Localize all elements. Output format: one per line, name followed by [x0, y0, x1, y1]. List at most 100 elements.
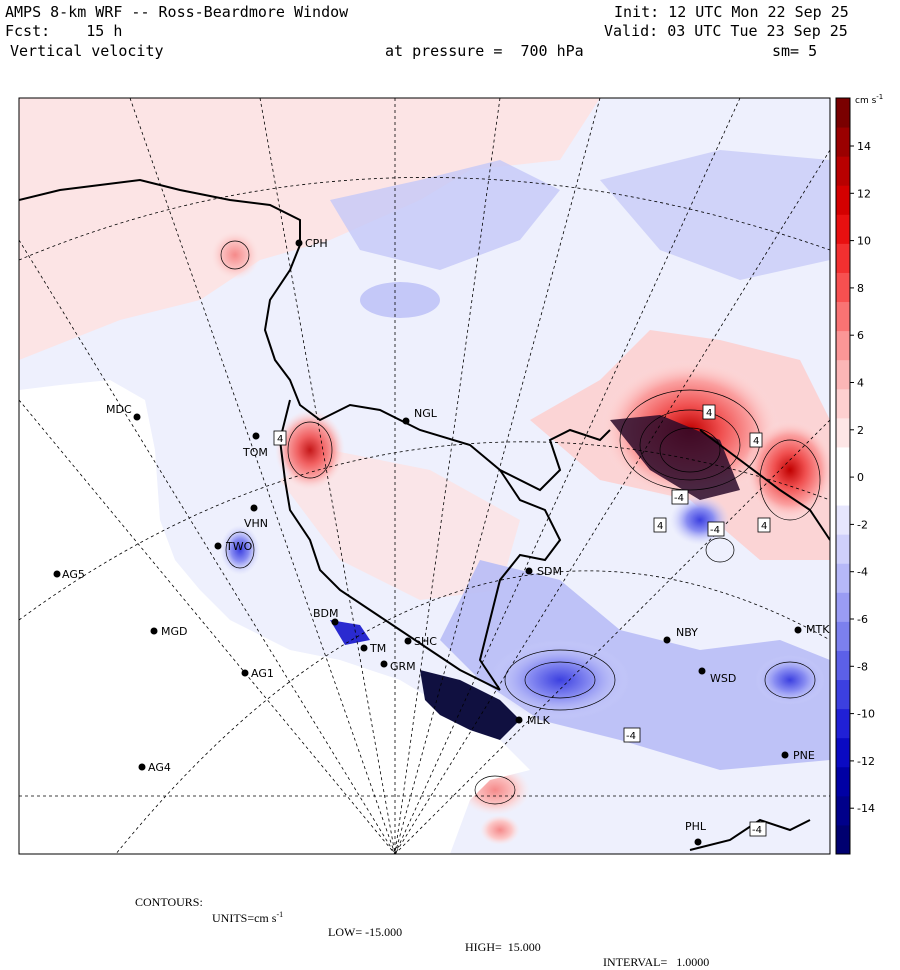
contour-label: -4 [749, 821, 767, 837]
contours-label: CONTOURS: [135, 895, 203, 909]
svg-text:SHC: SHC [414, 635, 437, 648]
colorbar-segment [836, 330, 850, 361]
colorbar-tick-label: 4 [857, 377, 864, 390]
svg-text:NBY: NBY [676, 626, 698, 639]
contour-label: -4 [623, 727, 641, 743]
pressure-level: at pressure = 700 hPa [385, 42, 584, 60]
colorbar-tick-label: -2 [857, 518, 868, 531]
init-time: Init: 12 UTC Mon 22 Sep 25 [614, 3, 849, 21]
contour-label: -4 [671, 489, 689, 505]
contour-lines [220, 240, 821, 805]
station-wsd: WSD [698, 667, 736, 685]
station-mlk: MLK [515, 714, 551, 727]
colorbar-tick-label: 6 [857, 329, 864, 342]
colorbar-segment [836, 388, 850, 419]
svg-text:4: 4 [706, 408, 712, 419]
colorbar-segment [836, 185, 850, 215]
svg-text:MDC: MDC [106, 403, 132, 416]
station-pne: PNE [781, 749, 815, 762]
colorbar-segment [836, 592, 850, 622]
colorbar-tick-label: -10 [857, 708, 875, 721]
svg-text:4: 4 [761, 521, 767, 532]
colorbar-units: cm s-1 [855, 93, 883, 106]
contour-label: 4 [757, 517, 771, 533]
contour-label: 4 [653, 517, 667, 533]
station-sdm: SDM [525, 565, 562, 578]
station-vhn: VHN [244, 504, 268, 530]
station-two: TWO [214, 540, 253, 553]
colorbar-segment [836, 824, 850, 855]
footer-info: CONTOURS: UNITS=cm s-1 LOW= -15.000 HIGH… [0, 880, 900, 970]
colorbar-segment [836, 476, 850, 506]
svg-text:4: 4 [753, 436, 759, 447]
svg-text:4: 4 [277, 434, 283, 445]
colorbar-segment [836, 679, 850, 710]
svg-text:-4: -4 [674, 493, 684, 504]
svg-text:TOM: TOM [242, 446, 268, 459]
station-mdc: MDC [106, 403, 141, 421]
colorbar-tick-label: -6 [857, 613, 868, 626]
station-ngl: NGL [402, 407, 438, 425]
contour-label: 4 [273, 430, 287, 446]
svg-text:PNE: PNE [793, 749, 815, 762]
svg-text:AG4: AG4 [148, 761, 171, 774]
colorbar-segment [836, 243, 850, 273]
svg-text:MTK: MTK [806, 623, 830, 636]
svg-text:GRM: GRM [390, 660, 416, 673]
svg-text:BDM: BDM [313, 607, 339, 620]
station-ag5: AG5 [53, 568, 85, 581]
colorbar-tick-label: -14 [857, 802, 875, 815]
colorbar-tick-label: 10 [857, 235, 871, 248]
colorbar-segment [836, 127, 850, 157]
svg-text:MLK: MLK [527, 714, 551, 727]
colorbar-tick-label: 2 [857, 424, 864, 437]
colorbar-segment [836, 417, 850, 448]
svg-text:PHL: PHL [685, 820, 707, 833]
svg-text:-4: -4 [626, 731, 636, 742]
map-figure: CPH MDC NGL TOM VHN TWO AG5 SDM MGD NBY … [18, 93, 883, 855]
colorbar-segment [836, 650, 850, 681]
colorbar-segment [836, 563, 850, 593]
colorbar-frame [835, 97, 851, 855]
map-frame [18, 97, 831, 855]
colorbar-segment [836, 359, 850, 390]
station-shc: SHC [404, 635, 437, 648]
high-value: HIGH= 15.000 [465, 940, 541, 954]
svg-text:TWO: TWO [225, 540, 253, 553]
colorbar-segment [836, 737, 850, 768]
forecast-hour: Fcst: 15 h [5, 22, 123, 40]
plot-title: AMPS 8-km WRF -- Ross-Beardmore Window [5, 3, 349, 21]
colorbar-tick-label: -8 [857, 660, 868, 673]
svg-text:4: 4 [657, 521, 663, 532]
contour-label: -4 [707, 521, 725, 537]
station-ag4: AG4 [138, 761, 171, 774]
svg-text:VHN: VHN [244, 517, 268, 530]
map-field [19, 98, 830, 854]
svg-text:NGL: NGL [414, 407, 438, 420]
colorbar-segment [836, 98, 850, 128]
low-value: LOW= -15.000 [328, 925, 403, 939]
colorbar-tick-label: 0 [857, 471, 864, 484]
colorbar-segment [836, 214, 850, 244]
colorbar: cm s-1 14 12 10 8 6 4 2 0 -2 -4 -6 -8 -10 -12 -14 [835, 93, 883, 855]
contour-label: 4 [702, 404, 716, 420]
graticule [19, 98, 830, 854]
colorbar-segment [836, 505, 850, 535]
colorbar-segment [836, 766, 850, 797]
station-phl: PHL [685, 820, 707, 846]
station-tom: TOM [242, 432, 268, 459]
colorbar-segment [836, 301, 850, 332]
colorbar-tick-label: -12 [857, 755, 875, 768]
svg-text:AG5: AG5 [62, 568, 85, 581]
colorbar-segment [836, 156, 850, 186]
station-cph: CPH [295, 237, 328, 250]
colorbar-segment [836, 446, 850, 477]
contour-value-labels: 4 4 4 4 -4 -4 4 -4 -4 [273, 404, 771, 837]
colorbar-tick-label: 8 [857, 282, 864, 295]
coastline [19, 178, 830, 851]
colorbar-segment [836, 621, 850, 651]
station-mtk: MTK [794, 623, 830, 636]
svg-text:SDM: SDM [537, 565, 562, 578]
svg-text:MGD: MGD [161, 625, 188, 638]
svg-text:AG1: AG1 [251, 667, 274, 680]
